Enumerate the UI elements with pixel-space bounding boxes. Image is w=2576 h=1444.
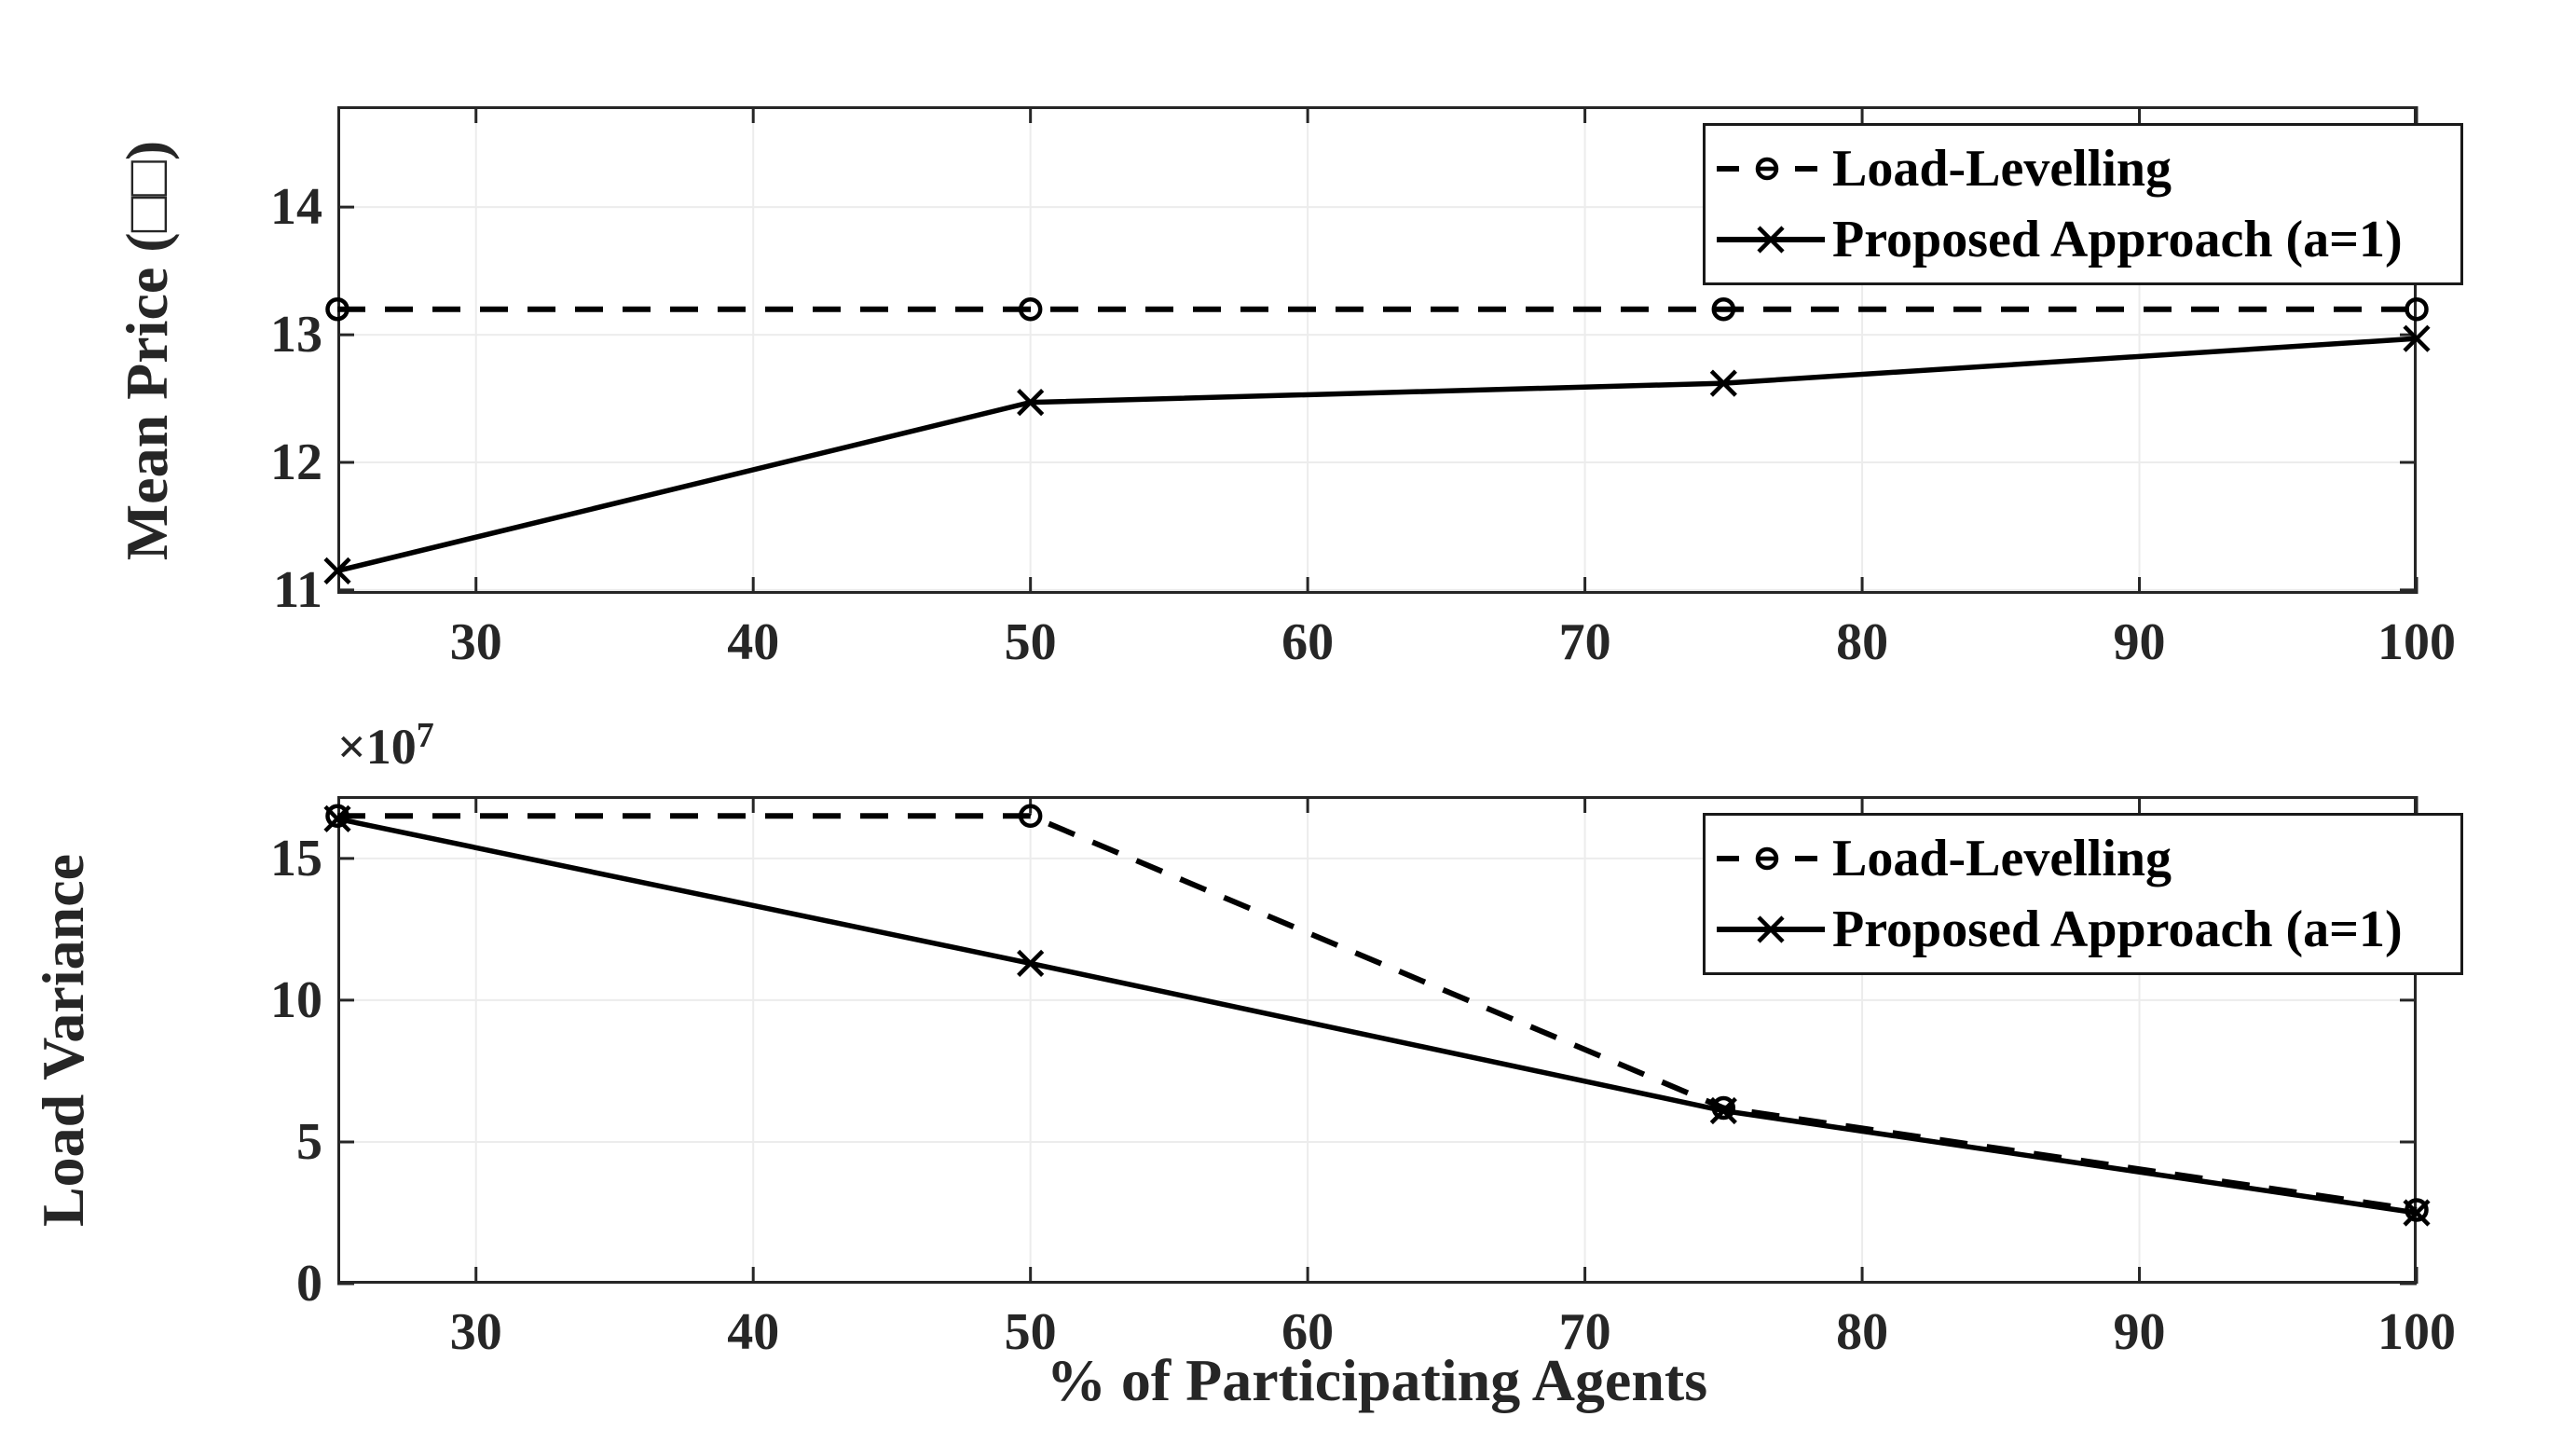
solid-x-swatch <box>1717 915 1825 943</box>
y-tick-label: 13 <box>270 306 322 364</box>
circle-marker <box>325 804 349 829</box>
x-marker <box>1709 1096 1737 1125</box>
mean-price-panel: Mean Price (□□) Load-Levelling Proposed … <box>114 106 2463 668</box>
legend-label: Proposed Approach (a=1) <box>1832 211 2403 268</box>
load-variance-panel: Load Variance ×107 % of Participating Ag… <box>30 718 2463 1410</box>
x-marker <box>2403 1199 2431 1227</box>
dashed-circle-swatch <box>1717 157 1825 181</box>
x-tick-label: 30 <box>449 1303 502 1361</box>
proposed-approach-a-1--line <box>336 816 2418 1216</box>
legend: Load-Levelling Proposed Approach (a=1) <box>1703 813 2463 975</box>
legend-item-load-levelling: Load-Levelling <box>1715 823 2451 894</box>
x-tick-label: 60 <box>1281 1303 1335 1361</box>
circle-marker <box>1018 804 1043 829</box>
x-marker <box>323 557 351 584</box>
y-tick-label: 15 <box>270 829 322 887</box>
x-tick-label: 80 <box>1836 1303 1889 1361</box>
x-tick-label: 70 <box>1558 613 1611 671</box>
y-tick-label: 14 <box>270 178 322 237</box>
legend-label: Load-Levelling <box>1832 830 2172 887</box>
y-axis-label-load-variance: Load Variance <box>30 853 96 1227</box>
circle-marker <box>1018 296 1043 322</box>
legend-item-load-levelling: Load-Levelling <box>1715 133 2451 204</box>
y-axis-exponent-label: ×107 <box>337 716 434 775</box>
circle-marker <box>1711 296 1736 322</box>
dashed-circle-swatch <box>1717 846 1825 871</box>
x-tick-label: 80 <box>1836 613 1889 671</box>
y-tick-label: 0 <box>296 1255 322 1313</box>
x-tick-label: 90 <box>2113 613 2166 671</box>
solid-x-swatch <box>1717 226 1825 254</box>
legend-label: Load-Levelling <box>1832 140 2172 198</box>
x-tick-label: 90 <box>2113 1303 2166 1361</box>
y-tick-label: 11 <box>273 560 322 619</box>
axes-box <box>337 106 2417 594</box>
legend-item-proposed-approach: Proposed Approach (a=1) <box>1715 204 2451 275</box>
proposed-approach-a-1--line <box>336 336 2418 574</box>
circle-marker <box>2405 1198 2429 1222</box>
circle-marker <box>2405 296 2429 322</box>
x-tick-label: 50 <box>1004 613 1057 671</box>
x-marker <box>1017 389 1045 417</box>
x-marker <box>1709 369 1737 397</box>
x-tick-label: 50 <box>1004 1303 1057 1361</box>
y-tick-label: 12 <box>270 433 322 491</box>
y-axis-label-mean-price: Mean Price (□□) <box>114 140 180 560</box>
x-tick-label: 40 <box>727 1303 780 1361</box>
axes-box <box>337 796 2417 1284</box>
load-levelling-line <box>337 813 2418 1213</box>
x-tick-label: 30 <box>449 613 502 671</box>
x-tick-label: 100 <box>2377 613 2456 671</box>
x-axis-label: % of Participating Agents <box>1046 1347 1708 1413</box>
y-tick-label: 10 <box>270 970 322 1029</box>
x-tick-label: 100 <box>2377 1303 2456 1361</box>
x-marker <box>323 805 351 832</box>
x-marker <box>2403 324 2431 352</box>
x-tick-label: 70 <box>1558 1303 1611 1361</box>
circle-marker <box>1711 1095 1736 1121</box>
legend: Load-Levelling Proposed Approach (a=1) <box>1703 123 2463 285</box>
y-tick-label: 5 <box>296 1112 322 1171</box>
legend-label: Proposed Approach (a=1) <box>1832 901 2403 958</box>
x-tick-label: 40 <box>727 613 780 671</box>
circle-marker <box>325 296 349 322</box>
x-tick-label: 60 <box>1281 613 1335 671</box>
legend-item-proposed-approach: Proposed Approach (a=1) <box>1715 894 2451 965</box>
x-marker <box>1017 949 1045 977</box>
